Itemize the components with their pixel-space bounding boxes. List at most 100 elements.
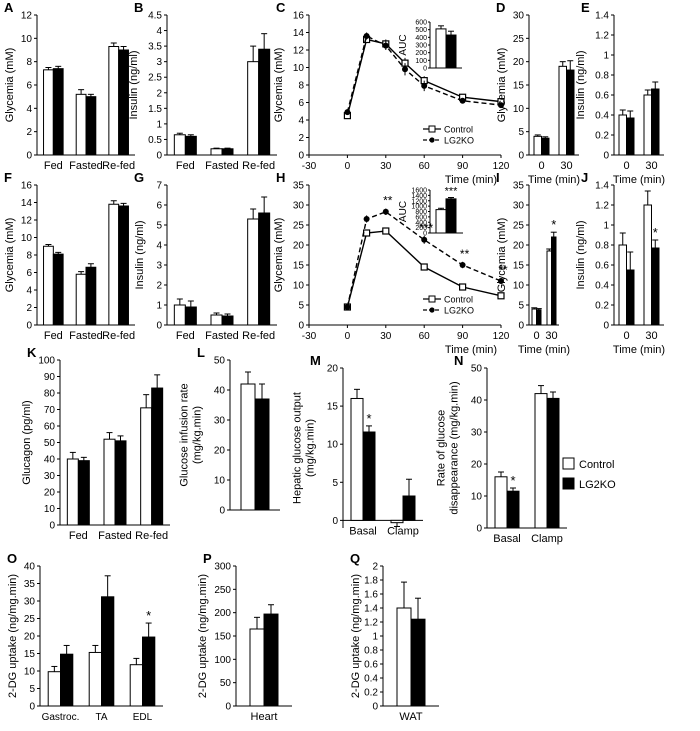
y-tick-label: 1.4 [595, 181, 609, 192]
y-tick-label: 15 [513, 81, 525, 92]
y-tick-label: 1.6 [364, 590, 378, 601]
y-tick-label: 10 [44, 504, 56, 515]
bar-lg2ko [118, 49, 129, 156]
y-axis-label-line: Glycemia (mM) [4, 218, 16, 293]
x-axis-label: Time (min) [518, 344, 570, 356]
y-axis-label: Insulin (ng/ml) [128, 50, 140, 119]
x-tick-label: Fasted [205, 330, 239, 342]
panel-f: F 0 2 4 6 8 10 12 14 16 Fed Fasted Re-fed Glycemia (m… [4, 170, 135, 342]
y-tick-label: 12 [21, 216, 33, 227]
y-tick-label: 1 [603, 51, 609, 62]
y-axis-label-line: Insulin (ng/ml) [575, 50, 587, 119]
y-axis-label: Glycemia (mM) [4, 48, 16, 123]
y-axis-label: 2-DG uptake (ng/mg.min) [350, 574, 362, 698]
y-tick-label: 30 [471, 428, 483, 439]
significance-marker: * [366, 411, 371, 426]
figure-legend: Control LG2KO [562, 457, 616, 491]
y-axis-label-line: Hepatic glucose output [292, 392, 304, 504]
y-tick-label: 100 [214, 655, 231, 666]
bar-lg2ko [101, 596, 115, 707]
bar-control [249, 628, 265, 707]
x-tick-label: Fed [176, 330, 195, 342]
y-tick-label: 0 [219, 506, 225, 517]
panel-d: D 0 5 10 15 20 25 30 0 30 Time (min) Glycemia (mM) [496, 0, 580, 186]
inset-y-tick-label: 0 [423, 231, 427, 238]
legend-label-control: Control [579, 459, 614, 471]
inset-y-tick-label: 400 [415, 35, 427, 42]
inset-y-tick-label: 600 [415, 20, 427, 27]
x-tick-label: 0 [345, 331, 351, 342]
panel-letter: P [203, 551, 212, 566]
inset-y-tick-label: 800 [415, 209, 427, 216]
y-tick-label: 20 [327, 364, 339, 375]
bar-control [643, 94, 652, 156]
y-tick-label: 10 [293, 281, 305, 292]
y-tick-label: 20 [293, 241, 305, 252]
y-axis-label: Glycemia (mM) [496, 218, 508, 293]
point-lg2ko [344, 109, 351, 116]
bar-control [140, 407, 153, 526]
x-tick-label: 120 [493, 331, 510, 342]
y-tick-label: 35 [24, 579, 36, 590]
x-tick-label: Fed [44, 160, 63, 172]
inset-bar-lg2ko [445, 198, 457, 234]
y-tick-label: 1.2 [595, 201, 609, 212]
y-tick-label: 10 [471, 492, 483, 503]
series-line-lg2ko [346, 211, 502, 308]
point-lg2ko [459, 97, 466, 104]
panel-a: A 0 2 4 6 8 10 12 Fed Fasted Re-fed Glycemia (mM) [4, 0, 135, 172]
x-axis-label: Time (min) [613, 174, 665, 186]
bar-control [618, 114, 627, 156]
y-tick-label: 14 [293, 28, 305, 39]
x-tick-label: EDL [133, 712, 153, 723]
y-tick-label: 4 [26, 104, 32, 115]
bar-lg2ko [651, 247, 660, 326]
point-lg2ko [498, 102, 504, 109]
x-tick-label: Fed [69, 530, 88, 542]
panel-letter: D [496, 0, 505, 15]
y-tick-label: 10 [327, 440, 339, 451]
y-tick-label: 2 [156, 88, 162, 99]
x-tick-label: Fasted [98, 530, 132, 542]
inset-bar-lg2ko [445, 34, 457, 69]
y-tick-label: 0 [476, 524, 482, 535]
significance-marker: ** [498, 263, 508, 277]
bar-control [618, 244, 627, 326]
bar-lg2ko [142, 636, 156, 707]
y-tick-label: 1.2 [595, 31, 609, 42]
bar-lg2ko [566, 69, 575, 156]
panel-letter: E [581, 0, 590, 15]
y-tick-label: 4 [298, 116, 304, 127]
inset-y-tick-label: 1400 [411, 193, 427, 200]
y-tick-label: 0 [225, 702, 231, 713]
point-control [363, 229, 371, 237]
y-tick-label: 0.2 [595, 131, 609, 142]
point-lg2ko [498, 278, 504, 284]
y-axis-label-line: 2-DG uptake (ng/mg.min) [197, 574, 209, 698]
inset-y-tick-label: 100 [415, 58, 427, 65]
y-tick-label: 15 [327, 402, 339, 413]
point-lg2ko [363, 216, 370, 222]
panel-letter: M [310, 353, 321, 368]
y-tick-label: 0.2 [364, 688, 378, 699]
bar-lg2ko [221, 148, 234, 156]
legend-marker-control [428, 295, 436, 303]
y-tick-label: 10 [513, 104, 525, 115]
x-axis-label: Time (min) [613, 344, 665, 356]
x-tick-label: Clamp [531, 533, 563, 545]
y-tick-label: 10 [24, 667, 36, 678]
y-tick-label: 250 [214, 585, 231, 596]
legend-label-lg2ko: LG2KO [579, 479, 616, 491]
bar-lg2ko [254, 398, 270, 511]
significance-marker: ** [460, 247, 470, 261]
x-tick-label: 30 [380, 161, 392, 172]
inset-y-label: AUC [398, 201, 409, 222]
y-axis-label-line: (mg/kg.min) [305, 419, 317, 477]
y-tick-label: 10 [214, 476, 226, 487]
panel-g: G 0 1 2 3 4 5 6 7 Fed Fasted Re-fed Insulin (ng/ml) [134, 170, 277, 342]
y-tick-label: 0.2 [595, 301, 609, 312]
y-tick-label: 4 [156, 26, 162, 37]
y-tick-label: 35 [513, 181, 525, 192]
y-tick-label: 1 [372, 632, 378, 643]
